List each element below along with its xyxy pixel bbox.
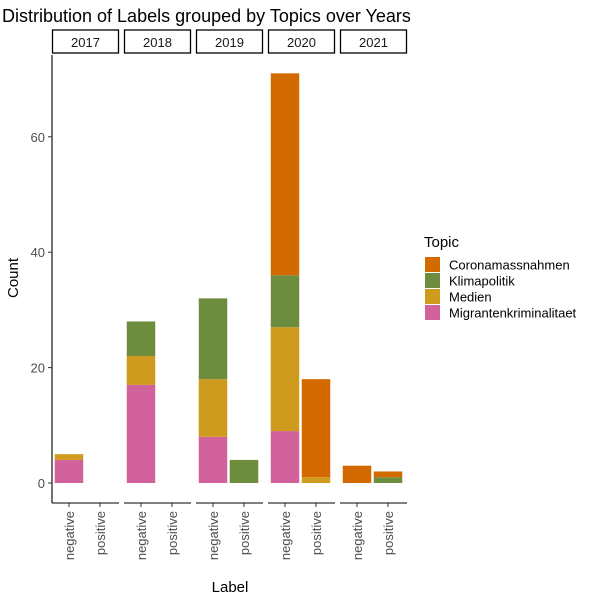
y-tick-label: 20 (31, 361, 45, 376)
bar-segment-2020-negative-klimapolitik (270, 275, 300, 328)
bar-segment-2020-negative-medien (270, 327, 300, 432)
bar-segment-2021-positive-klimapolitik (373, 477, 403, 483)
legend: Topic CoronamassnahmenKlimapolitikMedien… (424, 234, 577, 321)
legend-entry-label: Medien (449, 290, 492, 305)
facet-panels: 2017 negative positive 2018 negative positive… (51, 29, 408, 560)
x-tick-label: positive (93, 511, 108, 555)
x-tick-label: positive (165, 511, 180, 555)
bar-segment-2020-positive-coronamassnahmen (301, 379, 331, 478)
x-tick-label: positive (237, 511, 252, 555)
facet-strip-label: 2019 (215, 35, 244, 50)
x-tick-label: negative (278, 511, 293, 560)
facet-strip (195, 29, 264, 54)
legend-swatch (425, 305, 440, 320)
x-axis-label: Label (212, 579, 249, 596)
facet-2020: 2020 negative positive (267, 29, 336, 560)
facet-strip-label: 2020 (287, 35, 316, 50)
legend-swatch (425, 257, 440, 272)
facet-strip (267, 29, 336, 54)
legend-entry-label: Klimapolitik (449, 274, 515, 289)
bar-segment-2017-negative-medien (54, 454, 84, 460)
x-tick-label: negative (62, 511, 77, 560)
x-tick-label: positive (381, 511, 396, 555)
facet-2021: 2021 negative positive (339, 29, 408, 560)
bar-segment-2019-negative-medien (198, 379, 228, 437)
x-tick-label: negative (134, 511, 149, 560)
bar-segment-2017-negative-migrantenkriminalitaet (54, 459, 84, 483)
bar-segment-2020-positive-medien (301, 477, 331, 483)
bar-segment-2020-negative-coronamassnahmen (270, 73, 300, 276)
legend-swatch (425, 273, 440, 288)
x-tick-label: positive (309, 511, 324, 555)
facet-strip (339, 29, 408, 54)
facet-2019: 2019 negative positive (195, 29, 264, 560)
x-tick-label: negative (206, 511, 221, 560)
x-tick-label: negative (350, 511, 365, 560)
facet-strip-label: 2021 (359, 35, 388, 50)
bar-segment-2018-negative-migrantenkriminalitaet (126, 384, 156, 483)
bar-segment-2021-positive-coronamassnahmen (373, 471, 403, 478)
facet-strip (123, 29, 192, 54)
facet-strip-label: 2018 (143, 35, 172, 50)
y-tick-label: 0 (38, 476, 45, 491)
bar-segment-2019-positive-klimapolitik (229, 459, 259, 483)
bar-segment-2019-negative-klimapolitik (198, 298, 228, 380)
legend-entry-label: Coronamassnahmen (449, 258, 570, 273)
facet-2018: 2018 negative positive (123, 29, 192, 560)
facet-strip-label: 2017 (71, 35, 100, 50)
bar-segment-2020-negative-migrantenkriminalitaet (270, 431, 300, 483)
bar-segment-2018-negative-medien (126, 356, 156, 385)
facet-strip (51, 29, 120, 54)
bar-segment-2019-negative-migrantenkriminalitaet (198, 436, 228, 483)
bar-segment-2018-negative-klimapolitik (126, 321, 156, 357)
y-axis: 0 20 40 60 (31, 55, 53, 503)
y-tick-label: 40 (31, 245, 45, 260)
legend-swatch (425, 289, 440, 304)
legend-entry-label: Migrantenkriminalitaet (449, 306, 577, 321)
y-axis-label: Count (5, 257, 22, 298)
bar-segment-2021-negative-coronamassnahmen (342, 465, 372, 483)
y-tick-label: 60 (31, 130, 45, 145)
facet-2017: 2017 negative positive (51, 29, 120, 560)
legend-title: Topic (424, 234, 460, 251)
chart-title: Distribution of Labels grouped by Topics… (2, 6, 411, 26)
